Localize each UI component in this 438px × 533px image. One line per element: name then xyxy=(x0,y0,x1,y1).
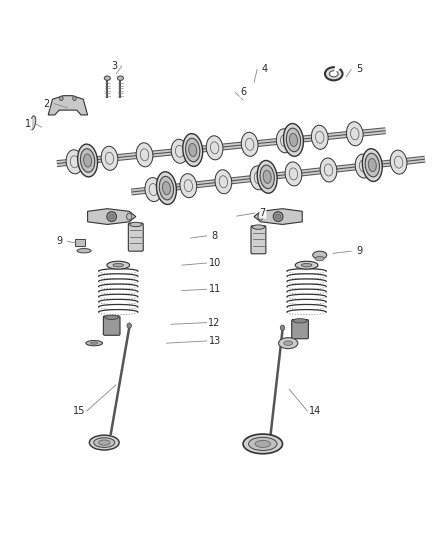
FancyBboxPatch shape xyxy=(251,226,266,254)
Ellipse shape xyxy=(99,440,110,445)
Text: 9: 9 xyxy=(56,236,62,246)
Ellipse shape xyxy=(206,136,223,160)
Ellipse shape xyxy=(276,129,293,153)
Ellipse shape xyxy=(273,212,283,221)
Ellipse shape xyxy=(109,214,114,219)
Text: 9: 9 xyxy=(356,246,362,256)
Ellipse shape xyxy=(313,251,327,259)
Ellipse shape xyxy=(159,176,173,200)
Ellipse shape xyxy=(94,438,115,447)
Ellipse shape xyxy=(362,149,382,181)
FancyBboxPatch shape xyxy=(292,319,308,339)
Ellipse shape xyxy=(325,67,343,80)
Ellipse shape xyxy=(390,150,407,174)
Ellipse shape xyxy=(257,160,277,193)
Ellipse shape xyxy=(258,213,263,220)
Ellipse shape xyxy=(215,169,232,194)
Ellipse shape xyxy=(329,71,338,77)
Ellipse shape xyxy=(186,138,200,162)
Ellipse shape xyxy=(241,132,258,156)
Text: 14: 14 xyxy=(309,406,321,416)
Ellipse shape xyxy=(104,76,110,80)
Ellipse shape xyxy=(285,162,302,186)
Ellipse shape xyxy=(276,214,281,219)
Ellipse shape xyxy=(127,323,131,328)
Ellipse shape xyxy=(81,149,95,172)
Ellipse shape xyxy=(78,144,98,177)
Ellipse shape xyxy=(91,342,98,344)
Ellipse shape xyxy=(101,146,118,171)
Ellipse shape xyxy=(249,437,277,450)
Ellipse shape xyxy=(113,263,124,267)
Ellipse shape xyxy=(346,122,363,146)
Text: 15: 15 xyxy=(73,406,85,416)
Ellipse shape xyxy=(180,174,197,198)
Ellipse shape xyxy=(30,116,36,130)
Text: 6: 6 xyxy=(240,87,246,97)
Text: 2: 2 xyxy=(43,99,49,109)
Ellipse shape xyxy=(279,338,298,349)
Ellipse shape xyxy=(156,172,177,205)
Ellipse shape xyxy=(183,134,203,166)
Ellipse shape xyxy=(107,261,130,269)
Ellipse shape xyxy=(136,143,153,167)
Ellipse shape xyxy=(252,225,265,229)
Ellipse shape xyxy=(66,150,83,174)
Text: 10: 10 xyxy=(208,258,221,268)
Text: 4: 4 xyxy=(262,64,268,75)
Ellipse shape xyxy=(263,171,271,183)
Ellipse shape xyxy=(162,182,170,195)
Ellipse shape xyxy=(145,177,162,201)
Ellipse shape xyxy=(255,440,271,447)
Ellipse shape xyxy=(171,139,188,163)
Ellipse shape xyxy=(117,76,124,80)
Ellipse shape xyxy=(130,222,142,227)
Ellipse shape xyxy=(127,213,132,220)
Ellipse shape xyxy=(295,261,318,269)
Text: 1: 1 xyxy=(25,119,32,129)
Ellipse shape xyxy=(283,124,304,156)
Polygon shape xyxy=(48,96,88,115)
Ellipse shape xyxy=(280,325,285,330)
FancyBboxPatch shape xyxy=(75,239,85,246)
Ellipse shape xyxy=(293,319,307,323)
FancyBboxPatch shape xyxy=(103,316,120,335)
Ellipse shape xyxy=(315,256,324,261)
Ellipse shape xyxy=(260,165,274,189)
Ellipse shape xyxy=(77,248,91,253)
Ellipse shape xyxy=(368,158,376,172)
Ellipse shape xyxy=(73,96,76,101)
Text: 11: 11 xyxy=(208,284,221,294)
Text: 12: 12 xyxy=(208,318,221,328)
Ellipse shape xyxy=(284,341,293,345)
Ellipse shape xyxy=(286,128,300,152)
Ellipse shape xyxy=(301,263,312,267)
Ellipse shape xyxy=(311,125,328,149)
Ellipse shape xyxy=(60,96,63,101)
Ellipse shape xyxy=(250,166,267,190)
Ellipse shape xyxy=(89,435,119,450)
Ellipse shape xyxy=(107,212,117,221)
Text: 5: 5 xyxy=(356,64,362,75)
Ellipse shape xyxy=(243,434,283,454)
Text: 13: 13 xyxy=(208,336,221,346)
Ellipse shape xyxy=(105,315,119,319)
Ellipse shape xyxy=(320,158,337,182)
Ellipse shape xyxy=(189,143,197,157)
Ellipse shape xyxy=(365,154,379,177)
Wedge shape xyxy=(334,64,341,74)
Text: 3: 3 xyxy=(111,61,117,71)
Ellipse shape xyxy=(290,133,297,147)
Polygon shape xyxy=(88,209,136,224)
Text: 8: 8 xyxy=(212,231,218,241)
Ellipse shape xyxy=(86,341,102,346)
Text: 7: 7 xyxy=(260,208,266,218)
Ellipse shape xyxy=(355,154,372,178)
Polygon shape xyxy=(254,209,302,224)
Ellipse shape xyxy=(84,154,92,167)
FancyBboxPatch shape xyxy=(128,223,143,251)
